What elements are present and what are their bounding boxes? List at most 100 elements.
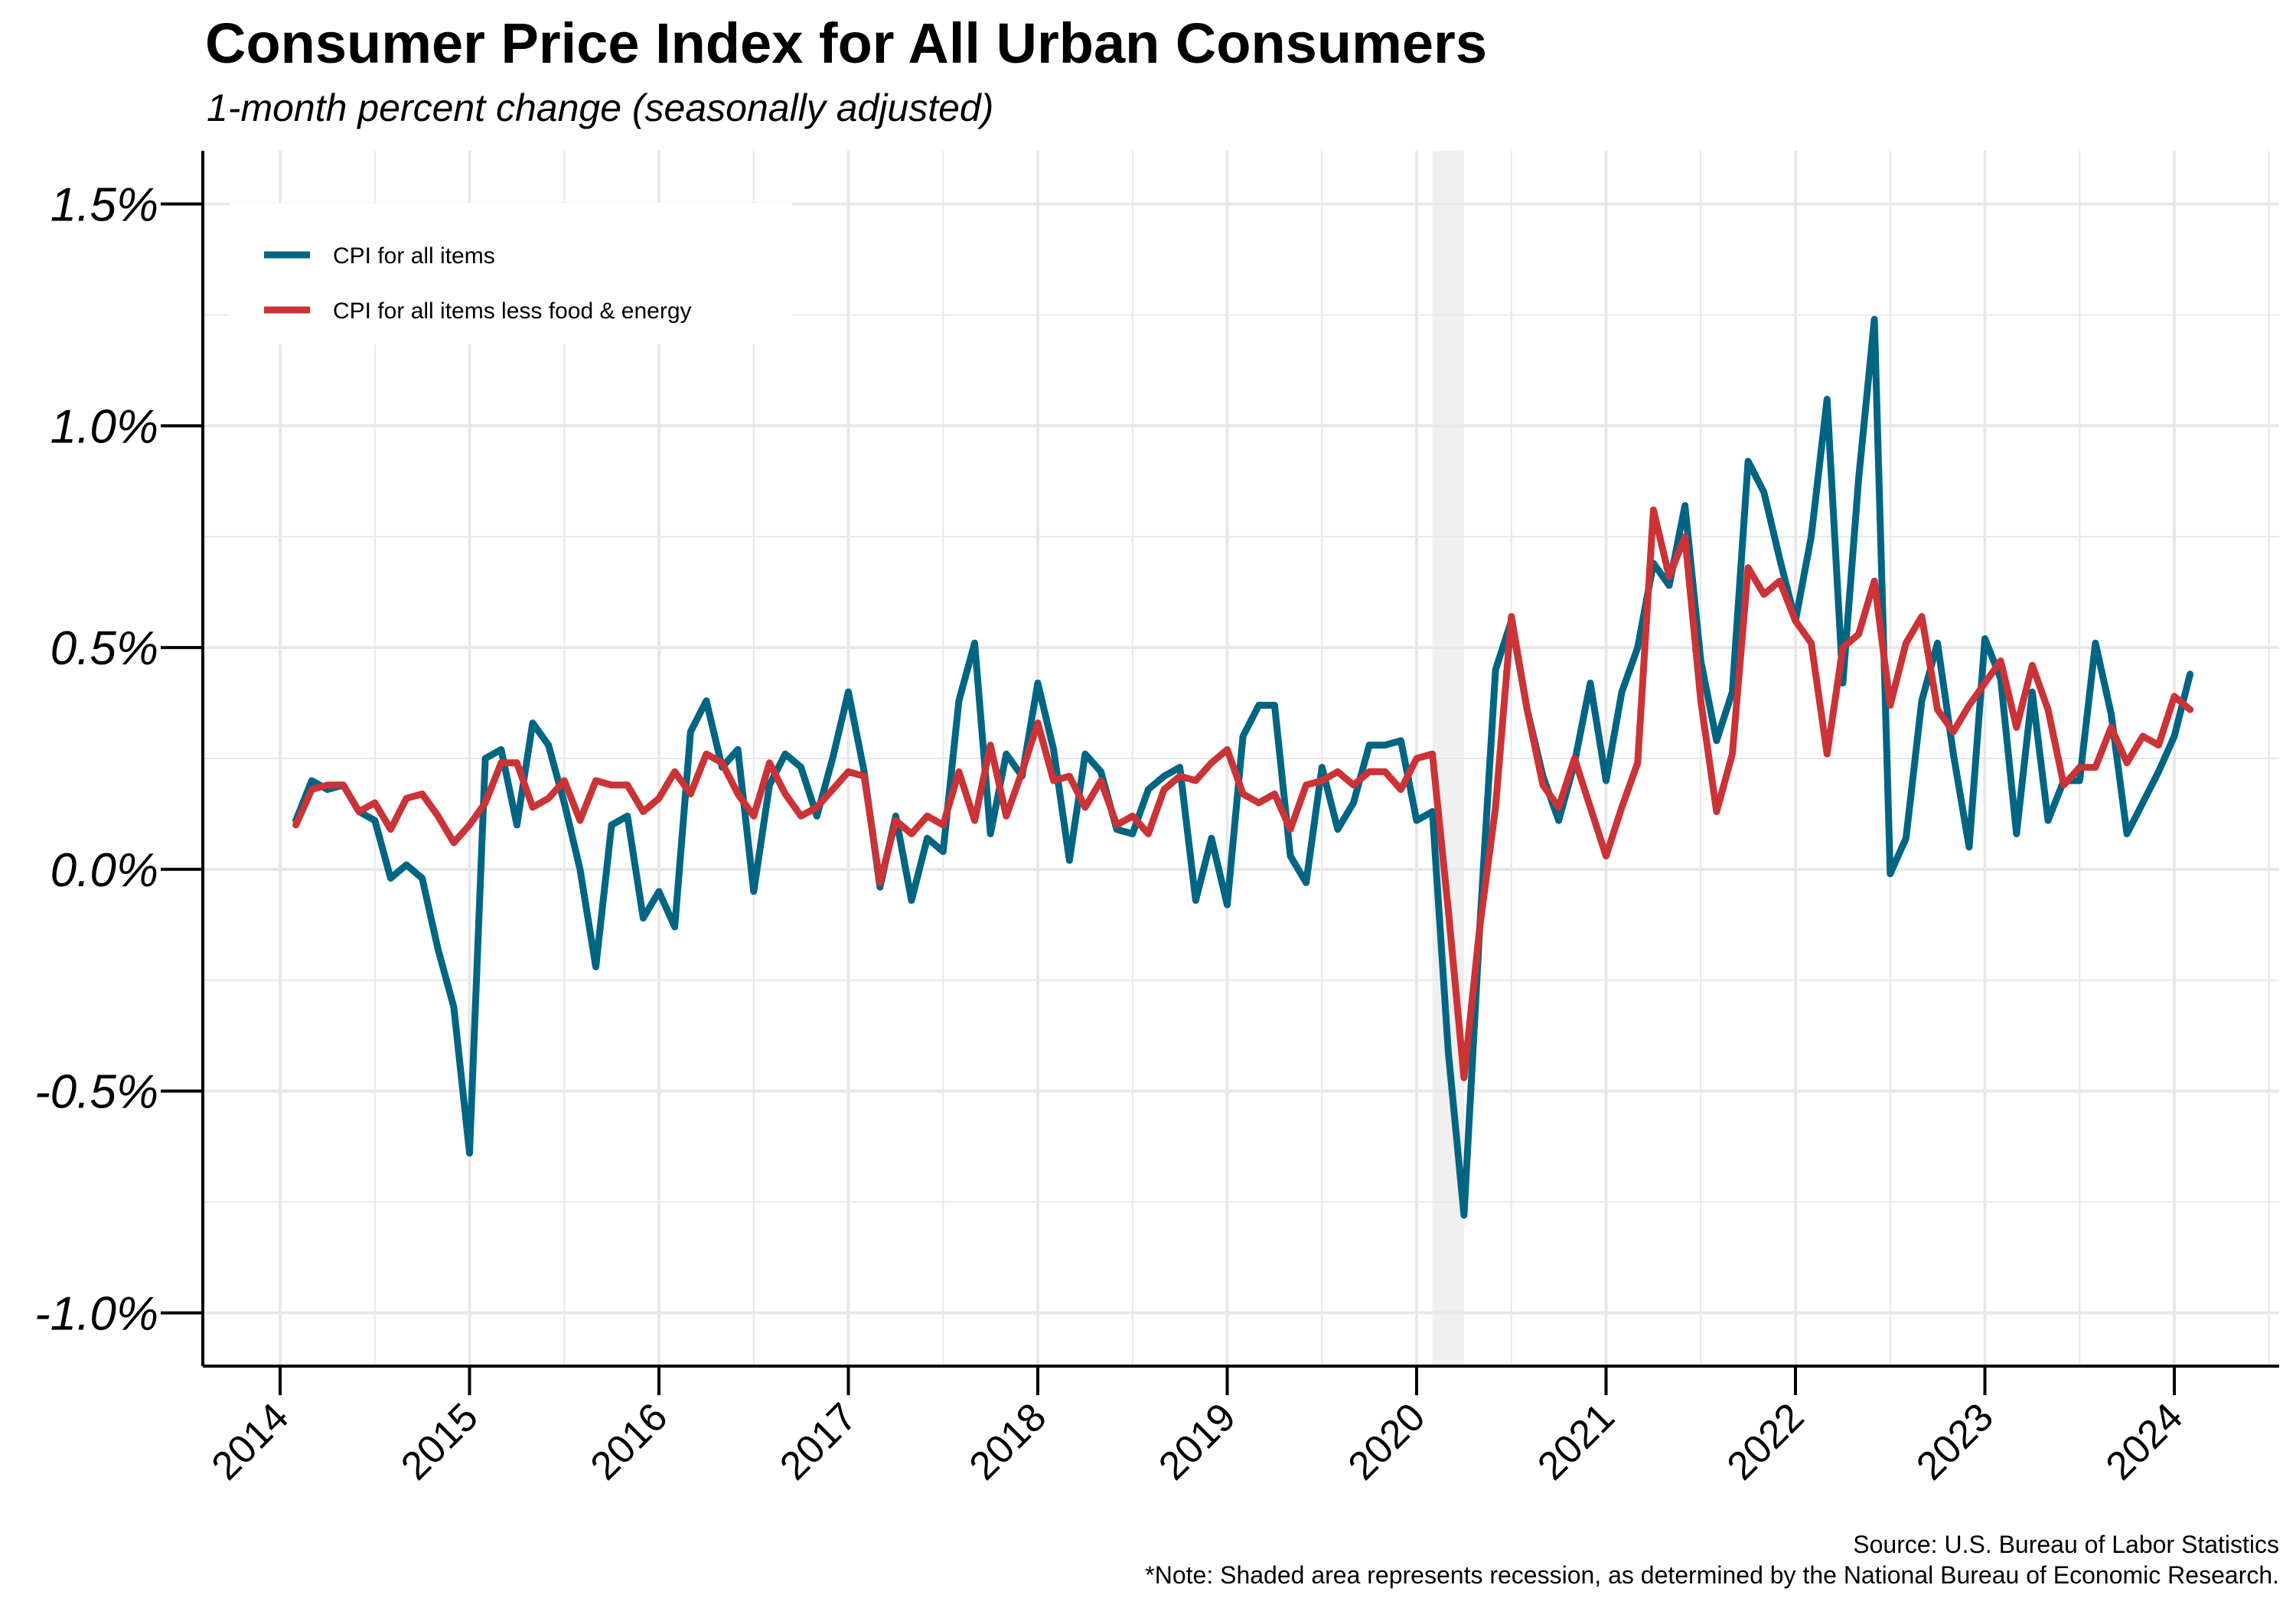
data-point <box>468 1152 471 1155</box>
data-point <box>1257 704 1261 706</box>
data-point <box>436 814 439 817</box>
data-point <box>1210 836 1213 840</box>
data-point <box>721 761 723 765</box>
data-point <box>1289 855 1292 857</box>
data-point <box>595 965 597 968</box>
data-point <box>2189 673 2192 676</box>
y-tick-label: 1.0% <box>51 400 158 453</box>
data-point <box>1415 819 1418 822</box>
data-point <box>1825 398 1828 401</box>
data-point <box>1179 775 1182 778</box>
x-tick-label: 2018 <box>961 1394 1055 1489</box>
data-point <box>1446 1050 1450 1052</box>
data-point <box>610 784 613 787</box>
data-point <box>1431 810 1434 813</box>
data-point <box>1131 833 1134 835</box>
data-point <box>831 788 834 791</box>
data-point <box>1494 668 1497 671</box>
data-point <box>436 947 439 951</box>
data-point <box>957 700 960 703</box>
data-point <box>405 863 408 866</box>
data-point <box>1146 788 1150 791</box>
data-point <box>1100 779 1102 782</box>
data-point <box>1052 779 1055 782</box>
x-tick-label: 2021 <box>1529 1394 1623 1489</box>
data-point <box>1684 504 1687 507</box>
data-point <box>1479 925 1481 928</box>
data-point <box>1778 557 1781 560</box>
data-point <box>1904 836 1907 840</box>
data-point <box>1005 814 1008 817</box>
data-point <box>926 814 929 817</box>
x-tick-label: 2017 <box>771 1394 866 1489</box>
data-point <box>879 881 882 884</box>
data-point <box>2047 819 2050 822</box>
data-point <box>1620 690 1623 693</box>
data-point <box>1589 682 1592 684</box>
data-point <box>1146 833 1150 835</box>
data-point <box>1226 903 1228 906</box>
data-point <box>595 779 597 782</box>
data-point <box>547 797 550 800</box>
data-point <box>1020 770 1023 773</box>
x-tick-label: 2014 <box>204 1394 298 1489</box>
data-point <box>1005 752 1008 755</box>
data-point <box>1857 478 1860 481</box>
data-point <box>1463 1214 1466 1217</box>
data-point <box>736 748 739 751</box>
data-point <box>1463 1076 1466 1079</box>
x-tick-label: 2020 <box>1340 1394 1434 1489</box>
data-point <box>1557 819 1561 822</box>
data-point <box>1668 575 1671 578</box>
data-point <box>1368 770 1371 773</box>
data-point <box>1636 761 1639 765</box>
data-point <box>894 819 897 822</box>
data-point <box>1936 708 1939 711</box>
data-point <box>894 814 897 817</box>
y-tick-label: 0.5% <box>51 622 158 675</box>
data-point <box>1794 619 1797 622</box>
data-point <box>342 784 344 787</box>
data-point <box>752 890 755 893</box>
data-point <box>1494 806 1497 809</box>
data-point <box>1399 788 1402 791</box>
data-point <box>1510 615 1513 618</box>
data-point <box>657 797 660 800</box>
data-point <box>974 819 976 822</box>
data-point <box>610 823 613 827</box>
data-point <box>768 784 771 787</box>
data-point <box>1399 739 1402 742</box>
data-point <box>2141 801 2144 804</box>
data-point <box>1036 722 1039 725</box>
data-point <box>1131 814 1134 817</box>
data-point <box>1415 757 1418 760</box>
y-tick-label: 0.0% <box>51 844 158 897</box>
data-point <box>373 801 377 804</box>
data-point <box>421 792 424 795</box>
data-point <box>1163 788 1166 791</box>
data-point <box>2078 766 2081 769</box>
data-point <box>1384 770 1387 773</box>
data-point <box>1084 752 1087 755</box>
data-point <box>452 841 455 844</box>
data-point <box>310 779 313 782</box>
data-point <box>405 797 408 800</box>
data-point <box>1241 735 1244 738</box>
x-tick-label: 2015 <box>393 1394 487 1489</box>
data-point <box>626 784 629 787</box>
x-tick-label: 2016 <box>582 1394 677 1489</box>
data-point <box>531 806 534 809</box>
data-point <box>2078 779 2081 782</box>
data-point <box>1889 704 1892 706</box>
data-point <box>910 833 913 835</box>
data-point <box>1273 792 1276 795</box>
data-point <box>500 761 503 765</box>
data-point <box>1778 579 1781 582</box>
data-point <box>2125 761 2128 765</box>
data-point <box>2047 708 2050 711</box>
x-tick-label: 2022 <box>1719 1394 1813 1489</box>
data-point <box>941 823 944 827</box>
data-point <box>1652 508 1655 511</box>
data-point <box>579 868 582 871</box>
